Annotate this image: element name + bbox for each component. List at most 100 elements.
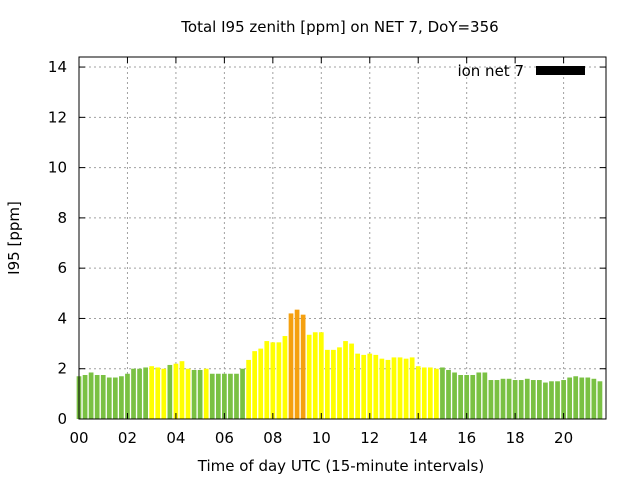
bar — [312, 332, 318, 419]
bar — [137, 368, 142, 419]
bar — [567, 377, 573, 419]
x-tick-label: 06 — [215, 429, 234, 447]
bar — [476, 372, 482, 419]
x-tick-label: 20 — [554, 429, 573, 447]
bar — [173, 363, 179, 419]
bar — [385, 359, 391, 419]
bar — [300, 314, 306, 419]
bar — [452, 372, 457, 419]
bar — [506, 378, 512, 419]
bar — [258, 348, 264, 419]
x-tick-label: 12 — [360, 429, 379, 447]
y-tick-label: 6 — [57, 259, 67, 277]
bar — [131, 368, 136, 419]
bar — [403, 358, 409, 419]
bar — [415, 366, 421, 419]
bar — [464, 375, 470, 419]
bar — [355, 353, 360, 419]
bar — [555, 381, 560, 419]
bar — [488, 380, 494, 419]
y-tick-label: 12 — [48, 108, 67, 126]
bar — [409, 357, 415, 419]
bar — [318, 332, 324, 419]
bar — [530, 380, 536, 419]
bar — [549, 381, 554, 419]
bar — [573, 376, 579, 419]
bar — [373, 354, 379, 419]
y-tick-label: 4 — [57, 309, 67, 327]
plot-frame — [78, 56, 607, 420]
bar — [264, 341, 270, 419]
bar — [494, 380, 500, 419]
bar — [106, 377, 112, 419]
x-tick-label: 00 — [69, 429, 88, 447]
bar — [524, 378, 530, 419]
bar — [197, 369, 203, 419]
bar — [397, 357, 403, 419]
bar — [367, 353, 373, 419]
bar — [343, 341, 348, 419]
bar — [167, 364, 173, 419]
bar — [421, 367, 427, 419]
bar — [470, 375, 476, 419]
bar — [149, 366, 155, 419]
bar — [270, 342, 276, 419]
bar — [203, 368, 209, 419]
y-tick-label: 2 — [57, 360, 67, 378]
x-tick-label: 04 — [166, 429, 185, 447]
x-tick-label: 10 — [312, 429, 331, 447]
bar — [288, 313, 294, 419]
bar — [585, 377, 591, 419]
bar — [94, 375, 100, 419]
bar — [215, 373, 221, 419]
bar — [591, 378, 597, 419]
y-tick-label: 14 — [48, 58, 67, 76]
bar — [155, 367, 161, 419]
bar — [88, 372, 94, 419]
y-axis-label: I95 [ppm] — [5, 201, 23, 275]
bar — [125, 373, 130, 419]
grid — [79, 57, 606, 419]
bars — [76, 309, 603, 420]
bar — [294, 309, 300, 419]
bar — [240, 368, 245, 419]
bar — [222, 373, 227, 419]
bar — [82, 375, 88, 419]
bar — [391, 357, 397, 419]
bar — [337, 347, 342, 419]
bar — [143, 367, 148, 419]
bar — [119, 376, 124, 419]
bar — [252, 351, 258, 420]
bar — [306, 334, 312, 419]
bar — [349, 343, 354, 419]
x-tick-label: 16 — [457, 429, 476, 447]
legend: ion net 7 — [457, 62, 585, 80]
y-tick-label: 10 — [48, 159, 67, 177]
bar — [561, 380, 566, 419]
bar — [209, 373, 215, 419]
bar — [379, 358, 385, 419]
bar — [427, 367, 433, 419]
x-tick-label: 02 — [118, 429, 137, 447]
bar — [446, 369, 451, 419]
bar — [579, 377, 585, 419]
x-tick-label: 18 — [506, 429, 525, 447]
bar — [246, 359, 251, 419]
bar — [537, 380, 542, 419]
bar — [518, 380, 524, 419]
bar — [324, 349, 330, 419]
legend-label: ion net 7 — [457, 62, 524, 80]
bar — [434, 368, 439, 419]
x-tick-label: 14 — [409, 429, 428, 447]
bar — [228, 373, 233, 419]
bar — [191, 369, 197, 419]
bar — [185, 368, 191, 419]
bar — [440, 367, 445, 419]
bar — [234, 373, 239, 419]
bar — [482, 372, 488, 419]
bar — [361, 354, 367, 419]
bar — [331, 349, 336, 419]
y-tick-label: 8 — [57, 209, 67, 227]
